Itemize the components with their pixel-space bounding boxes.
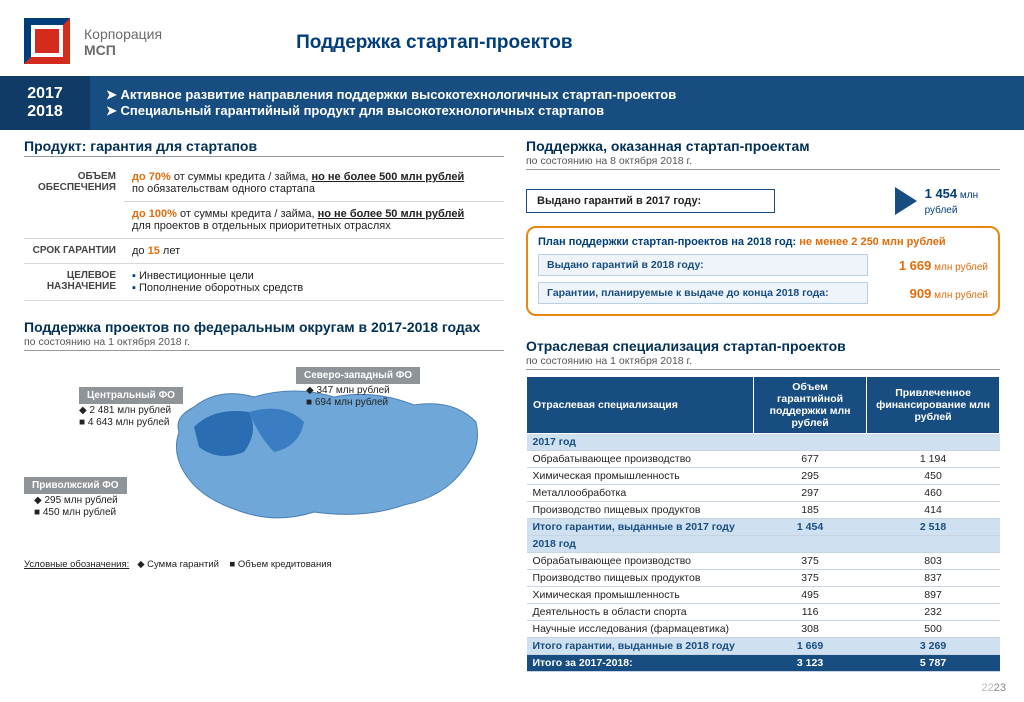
brand-text: Корпорация МСП: [84, 18, 162, 58]
map-legend: Условные обозначения: Сумма гарантий Объ…: [24, 559, 504, 570]
central-fo-values: ◆ 2 481 млн рублей■ 4 643 млн рублей: [79, 405, 171, 429]
brand-line1: Корпорация: [84, 26, 162, 42]
plan-title: План поддержки стартап-проектов на 2018 …: [538, 236, 988, 248]
table-row: Производство пищевых продуктов375837: [527, 570, 1000, 587]
table-row: Металлообработка297460: [527, 485, 1000, 502]
table-row: Итого за 2017-2018:3 1235 787: [527, 655, 1000, 672]
table-row: Обрабатывающее производство6771 194: [527, 451, 1000, 468]
row-volume-a: до 70% от суммы кредита / займа, но не б…: [124, 165, 504, 202]
plan-row2-val: 909 млн рублей: [910, 286, 988, 301]
table-row: Итого гарантии, выданные в 2017 году1 45…: [527, 519, 1000, 536]
logo-icon: [24, 18, 70, 64]
table-row: Химическая промышленность495897: [527, 587, 1000, 604]
th-vol: Объем гарантийной поддержки млн рублей: [754, 377, 867, 434]
product-table: ОБЪЕМ ОБЕСПЕЧЕНИЯ до 70% от суммы кредит…: [24, 165, 504, 301]
support-heading: Поддержка, оказанная стартап-проектам: [526, 138, 1000, 154]
plan-row1-label: Выдано гарантий в 2018 году:: [538, 254, 868, 276]
sector-sub: по состоянию на 1 октября 2018 г.: [526, 355, 1000, 370]
sector-heading: Отраслевая специализация стартап-проекто…: [526, 338, 1000, 354]
row-term-label: СРОК ГАРАНТИИ: [24, 239, 124, 264]
arrow-label: Выдано гарантий в 2017 году:: [526, 189, 775, 213]
year-banner: 2017 2018 Активное развитие направления …: [0, 76, 1024, 130]
product-heading: Продукт: гарантия для стартапов: [24, 138, 504, 157]
page-number: 2223: [982, 682, 1007, 694]
table-row: Научные исследования (фармацевтика)30850…: [527, 621, 1000, 638]
volga-fo-label: Приволжский ФО: [24, 477, 127, 494]
central-fo-label: Центральный ФО: [79, 387, 183, 404]
nw-fo-label: Северо-западный ФО: [296, 367, 420, 384]
sector-table: Отраслевая специализация Объем гарантийн…: [526, 376, 1000, 672]
row-volume-label: ОБЪЕМ ОБЕСПЕЧЕНИЯ: [24, 165, 124, 239]
map-area: Центральный ФО ◆ 2 481 млн рублей■ 4 643…: [24, 357, 504, 557]
row-term-val: до 15 лет: [124, 239, 504, 264]
table-row: Итого гарантии, выданные в 2018 году1 66…: [527, 638, 1000, 655]
bullet-1: Активное развитие направления поддержки …: [106, 87, 676, 103]
bullet-2: Специальный гарантийный продукт для высо…: [106, 103, 676, 119]
page-title: Поддержка стартап-проектов: [176, 18, 572, 54]
year-2018: 2018: [27, 103, 63, 121]
header: Корпорация МСП Поддержка стартап-проекто…: [0, 0, 1024, 70]
year-2017: 2017: [27, 85, 63, 103]
brand-line2: МСП: [84, 42, 162, 58]
plan-box: План поддержки стартап-проектов на 2018 …: [526, 226, 1000, 316]
map-heading: Поддержка проектов по федеральным округа…: [24, 319, 504, 335]
row-purpose-list: Инвестиционные цели Пополнение оборотных…: [124, 264, 504, 301]
th-spec: Отраслевая специализация: [527, 377, 754, 434]
table-row: Производство пищевых продуктов185414: [527, 502, 1000, 519]
arrow-row-2017: Выдано гарантий в 2017 году: 1 454 млн р…: [526, 186, 1000, 216]
nw-fo-values: ◆ 347 млн рублей■ 694 млн рублей: [306, 385, 390, 409]
banner-bullets: Активное развитие направления поддержки …: [90, 83, 692, 123]
map-sub: по состоянию на 1 октября 2018 г.: [24, 336, 504, 351]
plan-row2-label: Гарантии, планируемые к выдаче до конца …: [538, 282, 868, 304]
table-row: 2017 год: [527, 434, 1000, 451]
plan-row1-val: 1 669 млн рублей: [899, 258, 988, 273]
row-volume-b: до 100% от суммы кредита / займа, но не …: [124, 202, 504, 239]
support-sub: по состоянию на 8 октября 2018 г.: [526, 155, 1000, 170]
th-fin: Привлеченное финансирование млн рублей: [867, 377, 1000, 434]
banner-years: 2017 2018: [0, 76, 90, 130]
arrow-icon: [895, 187, 917, 215]
table-row: Химическая промышленность295450: [527, 468, 1000, 485]
arrow-value: 1 454 млн рублей: [925, 186, 1000, 216]
table-row: Обрабатывающее производство375803: [527, 553, 1000, 570]
table-row: Деятельность в области спорта116232: [527, 604, 1000, 621]
row-purpose-label: ЦЕЛЕВОЕ НАЗНАЧЕНИЕ: [24, 264, 124, 301]
table-row: 2018 год: [527, 536, 1000, 553]
volga-fo-values: ◆ 295 млн рублей■ 450 млн рублей: [34, 495, 118, 519]
